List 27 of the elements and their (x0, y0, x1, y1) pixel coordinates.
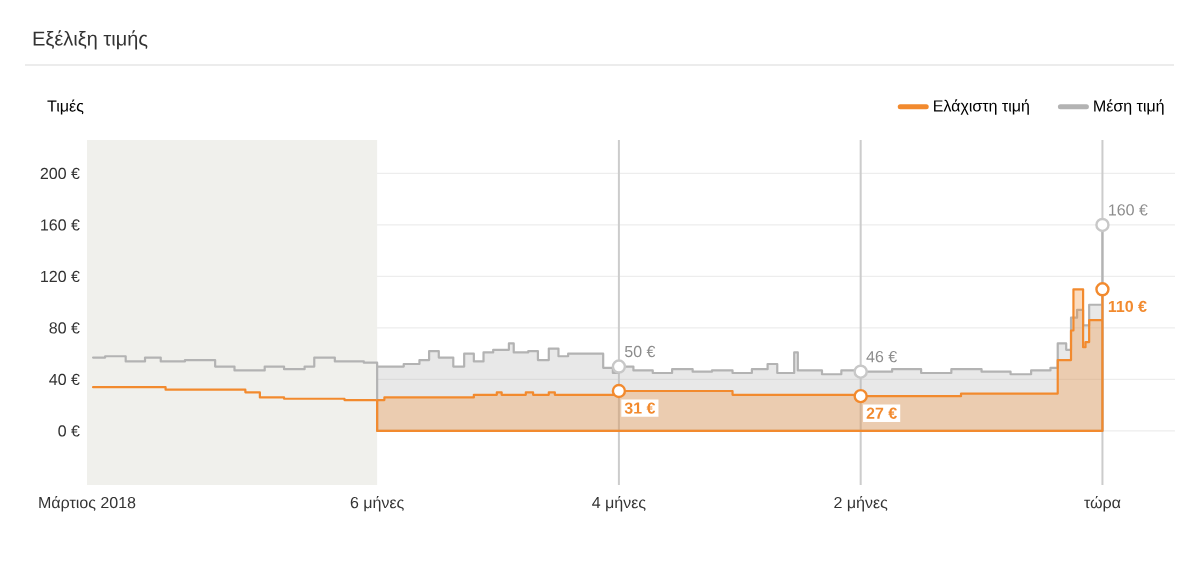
annotation: 160 € (1109, 204, 1148, 216)
chart-title: Εξέλιξη τιμής (33, 30, 148, 50)
annotation: 46 € (866, 350, 897, 363)
x-tick-label: 6 μήνες (350, 496, 404, 512)
x-tick-label: 4 μήνες (592, 496, 646, 512)
point (1095, 282, 1110, 297)
point (853, 364, 868, 379)
legend-label: Ελάχιστη τιμή (934, 99, 1029, 115)
annotation: 31 € (624, 402, 656, 414)
x-tick-label: τώρα (1084, 496, 1121, 512)
annotation: 110 € (1108, 300, 1147, 313)
legend-label: Μέση τιμή (1094, 99, 1164, 115)
y-tick-label: 80 € (49, 322, 80, 334)
annotation: 27 € (866, 407, 897, 419)
y-tick-label: 40 € (49, 373, 80, 386)
y-axis-title: Τιμές (47, 99, 84, 115)
annotation: 50 € (624, 345, 656, 358)
x-tick-label: Μάρτιος 2018 (39, 496, 136, 512)
point (1095, 217, 1110, 233)
y-tick-label: 160 € (41, 219, 80, 231)
point (853, 388, 868, 404)
point (611, 383, 627, 399)
y-tick-label: 120 € (41, 270, 80, 283)
point (611, 359, 627, 374)
y-tick-label: 200 € (40, 167, 80, 180)
x-tick-label: 2 μήνες (834, 496, 888, 512)
y-tick-label: 0 € (58, 425, 80, 437)
